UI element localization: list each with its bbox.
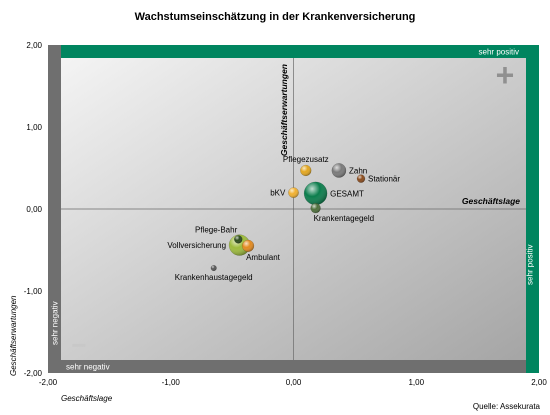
bubble-highlight — [357, 174, 365, 183]
band-label-top: sehr positiv — [479, 48, 519, 57]
bubble-label: Krankenhaustagegeld — [175, 273, 253, 282]
band-bottom-negative — [61, 360, 526, 373]
bubble-label: Vollversicherung — [167, 241, 226, 250]
bubble-label: Pflege-Bahr — [195, 225, 238, 234]
inner-y-axis-label: Geschäftserwartungen — [279, 64, 289, 156]
bubble-label: Krankentagegeld — [314, 214, 375, 223]
x-tick-label: 2,00 — [531, 378, 547, 387]
plus-sign-icon: + — [496, 57, 515, 93]
bubble-label: Stationär — [368, 175, 400, 184]
bubble-label: Pflegezusatz — [283, 155, 329, 164]
bubble-label: Zahn — [349, 166, 367, 175]
y-tick-label: -1,00 — [24, 287, 43, 296]
chart-title: Wachstumseinschätzung in der Krankenvers… — [134, 11, 416, 23]
source-note: Quelle: Assekurata — [472, 402, 540, 411]
inner-x-axis-label: Geschäftslage — [462, 196, 520, 206]
bubble-highlight — [300, 165, 312, 176]
y-axis-label: Geschäftserwartungen — [9, 295, 18, 376]
bubble-label: GESAMT — [330, 189, 364, 198]
bubble-highlight — [304, 181, 328, 205]
band-label-bottom: sehr negativ — [66, 363, 110, 372]
x-tick-label: 0,00 — [286, 378, 302, 387]
band-top-positive — [61, 45, 526, 58]
bubble-label: bKV — [270, 189, 286, 198]
y-tick-label: -2,00 — [24, 369, 43, 378]
bubble-highlight — [210, 265, 217, 271]
y-tick-label: 1,00 — [26, 123, 42, 132]
band-left-negative — [48, 45, 61, 373]
x-tick-label: 1,00 — [408, 378, 424, 387]
band-label-right: sehr positiv — [526, 245, 535, 285]
bubble-highlight — [242, 240, 254, 252]
minus-sign-icon: − — [71, 330, 86, 360]
x-axis-label: Geschäftslage — [61, 394, 113, 403]
band-right-positive — [526, 45, 539, 373]
band-label-left: sehr negativ — [51, 301, 60, 345]
y-tick-label: 0,00 — [26, 205, 42, 214]
bubble-highlight — [331, 163, 347, 178]
bubble-highlight — [234, 235, 243, 244]
x-tick-label: -2,00 — [39, 378, 58, 387]
x-tick-label: -1,00 — [162, 378, 181, 387]
bubble-highlight — [310, 203, 321, 214]
y-tick-label: 2,00 — [26, 41, 42, 50]
bubble-label: Ambulant — [246, 253, 281, 262]
bubble-highlight — [288, 187, 299, 198]
